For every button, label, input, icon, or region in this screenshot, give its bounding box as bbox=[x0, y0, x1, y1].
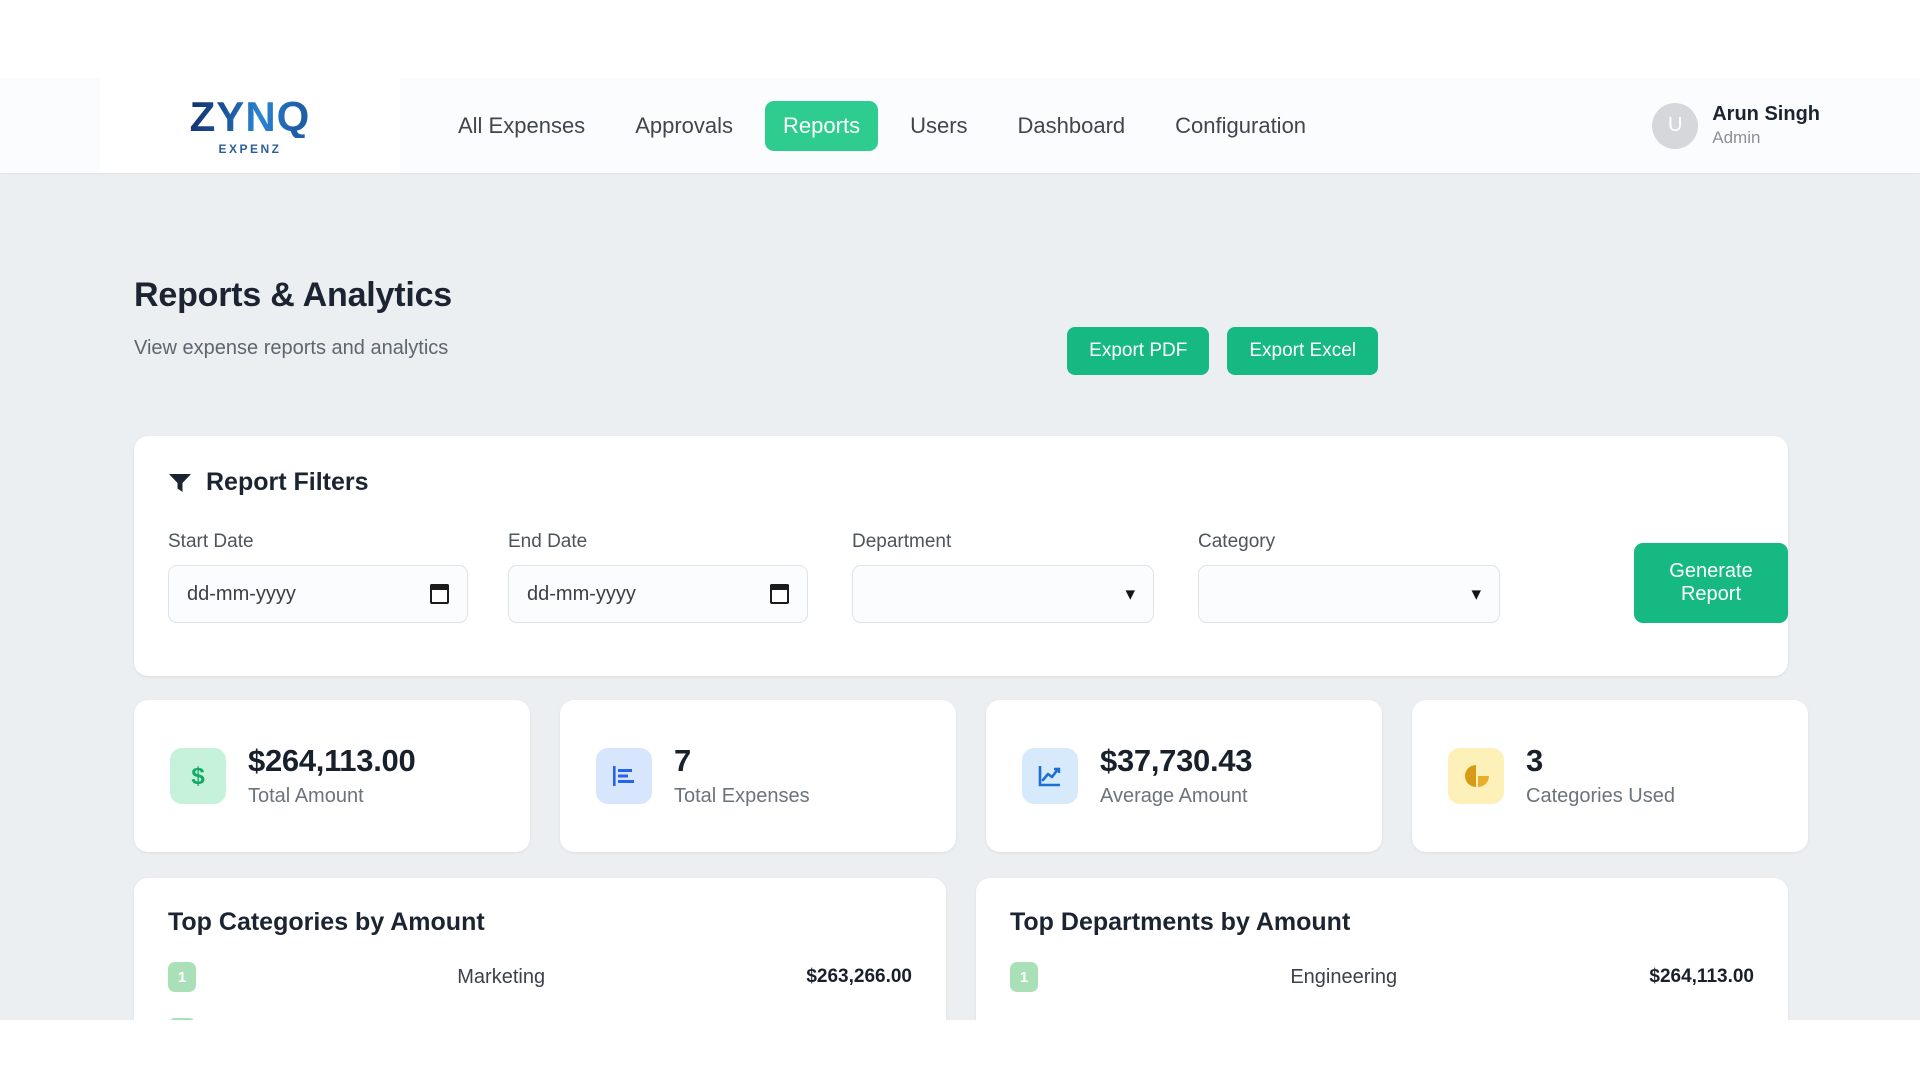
nav-item-configuration[interactable]: Configuration bbox=[1175, 112, 1307, 138]
department-select[interactable]: ▾ bbox=[852, 565, 1154, 623]
start-date-label: Start Date bbox=[168, 531, 254, 552]
top-categories-title: Top Categories by Amount bbox=[168, 908, 485, 936]
user-name: Arun Singh bbox=[1712, 102, 1820, 125]
export-pdf-button[interactable]: Export PDF bbox=[1067, 327, 1210, 375]
pie-chart-icon bbox=[1448, 748, 1504, 804]
nav-items: All Expenses Approvals Reports Users Das… bbox=[440, 100, 1324, 151]
generate-report-wrap: Generate Report bbox=[1634, 543, 1788, 623]
top-departments-title: Top Departments by Amount bbox=[1010, 908, 1351, 936]
stat-label: Total Expenses bbox=[674, 785, 810, 808]
funnel-icon bbox=[169, 473, 191, 492]
summary-tables: Top Categories by Amount 1 Marketing $26… bbox=[134, 878, 1788, 1020]
dollar-icon: $ bbox=[170, 748, 226, 804]
header-actions: Export PDF Export Excel bbox=[1067, 327, 1378, 375]
stat-label: Average Amount bbox=[1100, 785, 1248, 808]
page-header: Reports & Analytics View expense reports… bbox=[134, 276, 452, 360]
end-date-label: End Date bbox=[508, 531, 588, 552]
top-departments-card: Top Departments by Amount 1 Engineering … bbox=[976, 878, 1788, 1020]
start-date-input[interactable]: dd-mm-yyyy bbox=[168, 565, 468, 623]
user-role: Admin bbox=[1712, 127, 1761, 147]
stat-value: 7 bbox=[674, 742, 691, 778]
start-date-placeholder: dd-mm-yyyy bbox=[187, 582, 296, 605]
avatar: U bbox=[1652, 102, 1699, 149]
rank-badge: 1 bbox=[1010, 962, 1038, 992]
stat-card-total-amount: $ $264,113.00 Total Amount bbox=[134, 700, 530, 852]
brand-logo[interactable]: ZYNQ EXPENZ bbox=[100, 78, 400, 173]
dollar-glyph: $ bbox=[191, 763, 205, 790]
calendar-icon[interactable] bbox=[429, 583, 450, 604]
nav-item-reports[interactable]: Reports bbox=[765, 100, 879, 151]
chevron-down-icon: ▾ bbox=[1125, 583, 1135, 605]
filter-row: Start Date dd-mm-yyyy End Date dd-mm-yyy… bbox=[168, 531, 1788, 623]
row-name: Engineering bbox=[1290, 965, 1398, 988]
table-row[interactable]: 1 Marketing $263,266.00 bbox=[168, 961, 912, 993]
table-row[interactable]: 1 Engineering $264,113.00 bbox=[1010, 961, 1754, 993]
end-date-input[interactable]: dd-mm-yyyy bbox=[508, 565, 808, 623]
row-name: Marketing bbox=[457, 965, 546, 988]
start-date-field: Start Date dd-mm-yyyy bbox=[168, 531, 468, 623]
stat-card-total-expenses: 7 Total Expenses bbox=[560, 700, 956, 852]
table-row[interactable]: 2 Meals & Entertainment $762.00 bbox=[168, 1017, 912, 1020]
rank-badge: 1 bbox=[168, 962, 196, 992]
report-filters-label: Report Filters bbox=[206, 468, 369, 496]
svg-text:$: $ bbox=[191, 763, 205, 790]
brand-tagline: EXPENZ bbox=[218, 141, 282, 156]
nav-item-approvals[interactable]: Approvals bbox=[635, 112, 734, 138]
row-amount: $263,266.00 bbox=[806, 966, 912, 987]
stat-label: Categories Used bbox=[1526, 785, 1675, 808]
stat-value: $264,113.00 bbox=[248, 742, 416, 778]
stat-card-average-amount: $37,730.43 Average Amount bbox=[986, 700, 1382, 852]
end-date-placeholder: dd-mm-yyyy bbox=[527, 582, 636, 605]
department-label: Department bbox=[852, 531, 952, 552]
rank-badge: 2 bbox=[168, 1018, 196, 1020]
stat-cards: $ $264,113.00 Total Amount 7 Total Expen… bbox=[134, 700, 1808, 852]
trend-line-glyph bbox=[1038, 766, 1061, 787]
viewport-bottom-mask bbox=[0, 1020, 1920, 1080]
app-page: ZYNQ EXPENZ All Expenses Approvals Repor… bbox=[0, 78, 1920, 1020]
stat-card-categories-used: 3 Categories Used bbox=[1412, 700, 1808, 852]
page-subtitle: View expense reports and analytics bbox=[134, 337, 449, 359]
calendar-icon[interactable] bbox=[769, 583, 790, 604]
category-field: Category ▾ bbox=[1198, 531, 1500, 623]
report-filters-card: Report Filters Start Date dd-mm-yyyy End… bbox=[134, 436, 1788, 676]
trend-line-icon bbox=[1022, 748, 1078, 804]
bar-chart-glyph bbox=[613, 766, 634, 786]
stat-label: Total Amount bbox=[248, 785, 364, 808]
top-navbar: ZYNQ EXPENZ All Expenses Approvals Repor… bbox=[0, 78, 1920, 173]
pie-chart-glyph bbox=[1465, 765, 1489, 787]
end-date-field: End Date dd-mm-yyyy bbox=[508, 531, 808, 623]
page-title: Reports & Analytics bbox=[134, 276, 453, 314]
nav-item-users[interactable]: Users bbox=[910, 112, 968, 138]
nav-item-all-expenses[interactable]: All Expenses bbox=[458, 112, 586, 138]
report-filters-title: Report Filters bbox=[168, 468, 1788, 497]
stat-value: 3 bbox=[1526, 742, 1543, 778]
bar-chart-icon bbox=[596, 748, 652, 804]
category-label: Category bbox=[1198, 531, 1276, 552]
user-menu[interactable]: U Arun Singh Admin bbox=[1652, 102, 1820, 150]
row-amount: $264,113.00 bbox=[1649, 966, 1754, 987]
nav-item-dashboard[interactable]: Dashboard bbox=[1017, 112, 1126, 138]
department-field: Department ▾ bbox=[852, 531, 1154, 623]
generate-report-button[interactable]: Generate Report bbox=[1634, 543, 1788, 623]
export-excel-button[interactable]: Export Excel bbox=[1227, 327, 1378, 375]
category-select[interactable]: ▾ bbox=[1198, 565, 1500, 623]
top-categories-card: Top Categories by Amount 1 Marketing $26… bbox=[134, 878, 946, 1020]
brand-name: ZYNQ bbox=[189, 92, 311, 140]
stat-value: $37,730.43 bbox=[1100, 742, 1253, 778]
chevron-down-icon: ▾ bbox=[1471, 583, 1481, 605]
